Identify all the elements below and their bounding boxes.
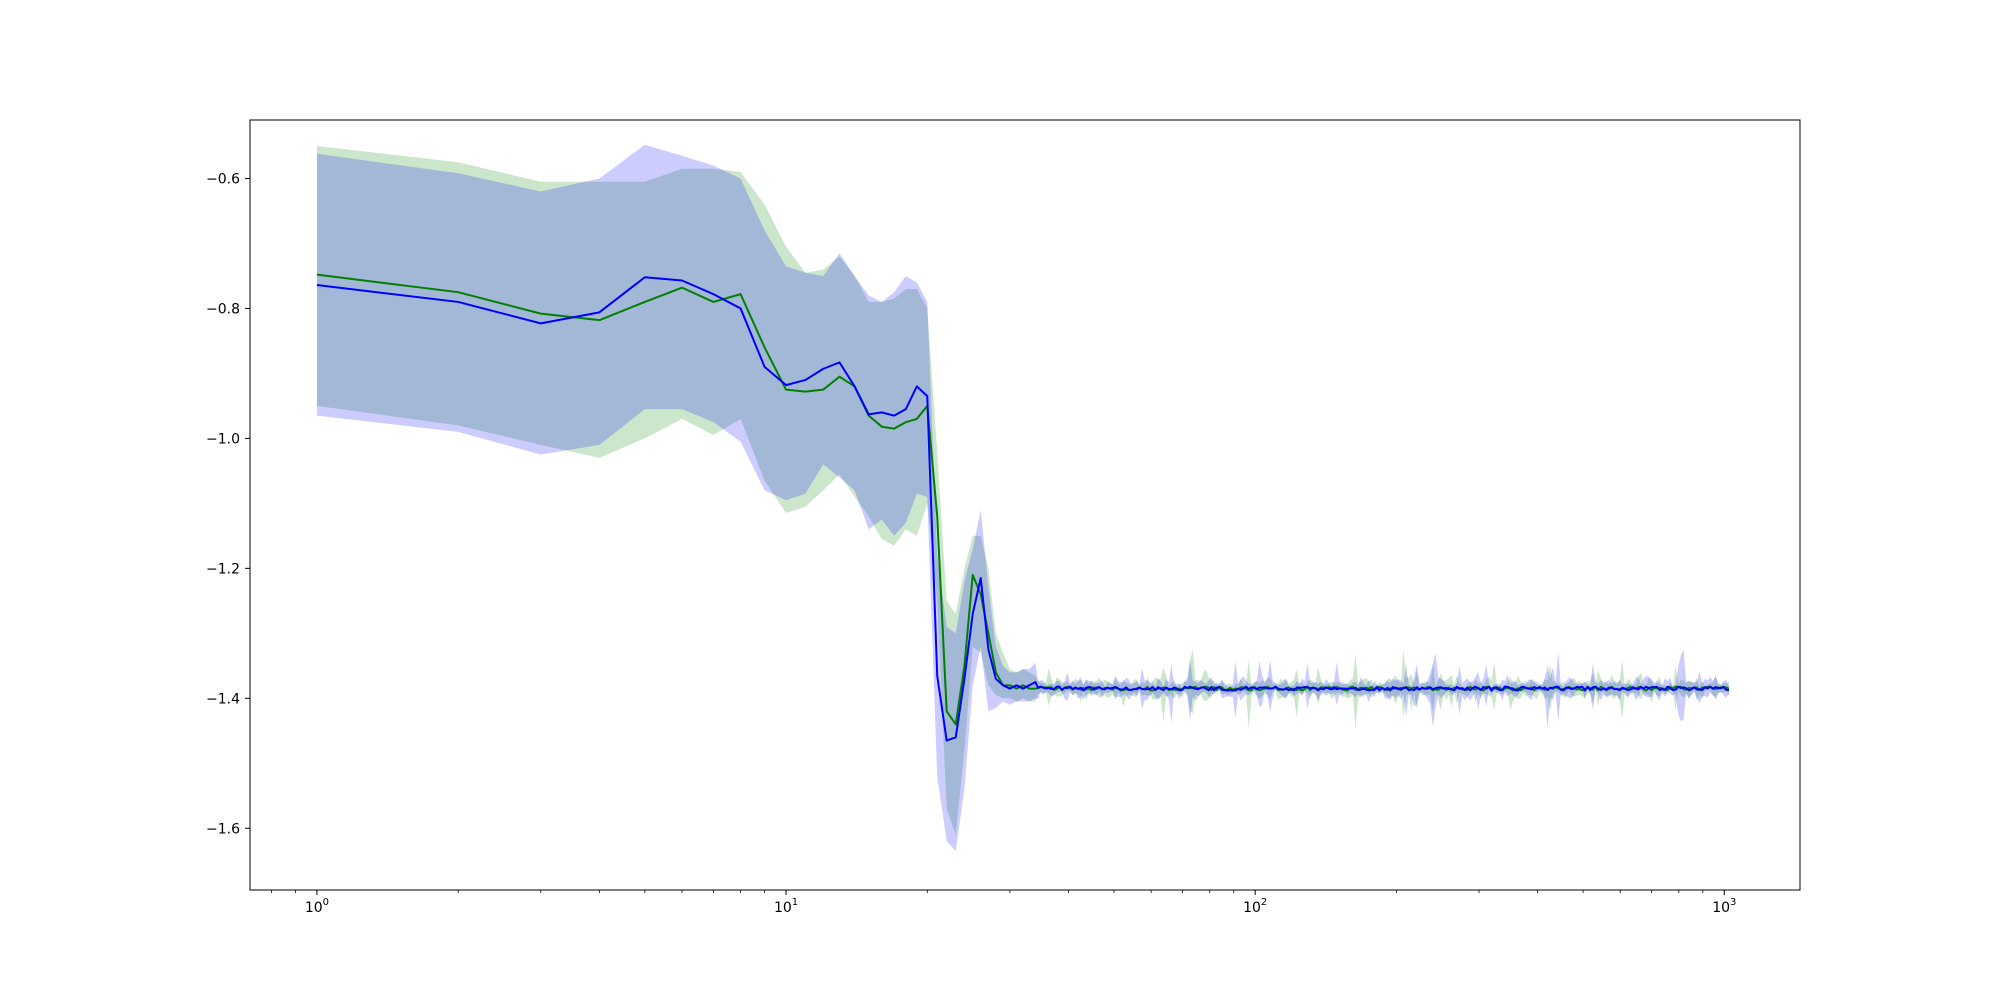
x-tick-label: 100 xyxy=(305,897,329,916)
x-tick-label: 102 xyxy=(1243,897,1267,916)
y-tick-label: −1.4 xyxy=(206,691,240,707)
y-tick-label: −1.6 xyxy=(206,821,240,837)
series-lines xyxy=(316,273,1730,742)
y-tick-label: −1.0 xyxy=(206,431,240,447)
y-tick-label: −0.6 xyxy=(206,171,240,187)
x-axis: 100 101 102 103 xyxy=(271,890,1736,916)
confidence-band-1 xyxy=(316,145,1729,835)
x-tick-label: 101 xyxy=(774,897,798,916)
plot-frame xyxy=(249,119,1801,891)
y-tick-label: −0.8 xyxy=(206,301,240,317)
y-axis: −0.6 −0.8 −1.0 −1.2 −1.4 −1.6 xyxy=(206,171,250,837)
y-tick-label: −1.2 xyxy=(206,561,240,577)
series-line-2 xyxy=(316,276,1729,742)
confidence-bands xyxy=(316,144,1729,852)
confidence-band-2 xyxy=(316,144,1729,852)
x-tick-label: 103 xyxy=(1712,897,1736,916)
